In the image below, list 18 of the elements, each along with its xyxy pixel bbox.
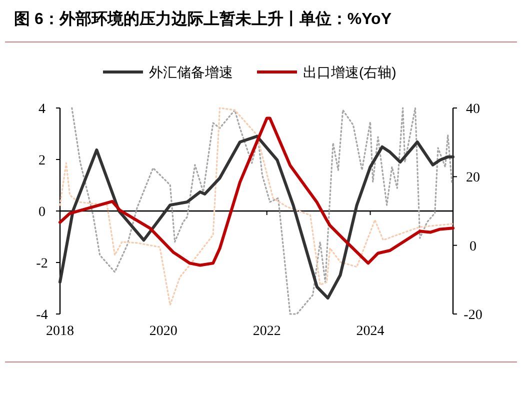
y2-tick-label: -20 (464, 308, 482, 323)
legend-label: 出口增速(右轴) (303, 64, 396, 80)
y2-tick-label: 0 (470, 239, 476, 254)
chart-title: 图 6：外部环境的压力边际上暂未上升丨单位：%YoY (14, 9, 392, 28)
y-tick-label: 4 (38, 102, 46, 117)
y-tick-label: -2 (36, 256, 48, 272)
line-series (58, 134, 454, 300)
x-tick-label: 2024 (356, 324, 384, 339)
y2-tick-label: 20 (466, 170, 480, 186)
legend-label: 外汇储备增速 (149, 64, 233, 80)
x-tick-label: 2018 (46, 324, 74, 339)
y2-tick-label: 40 (466, 102, 480, 117)
x-tick-label: 2022 (252, 324, 281, 339)
x-tick-label: 2020 (149, 324, 178, 339)
line-series (58, 116, 454, 267)
y-tick-label: -4 (36, 308, 48, 323)
y-tick-label: 2 (38, 154, 46, 168)
y-tick-label: 0 (38, 205, 46, 220)
